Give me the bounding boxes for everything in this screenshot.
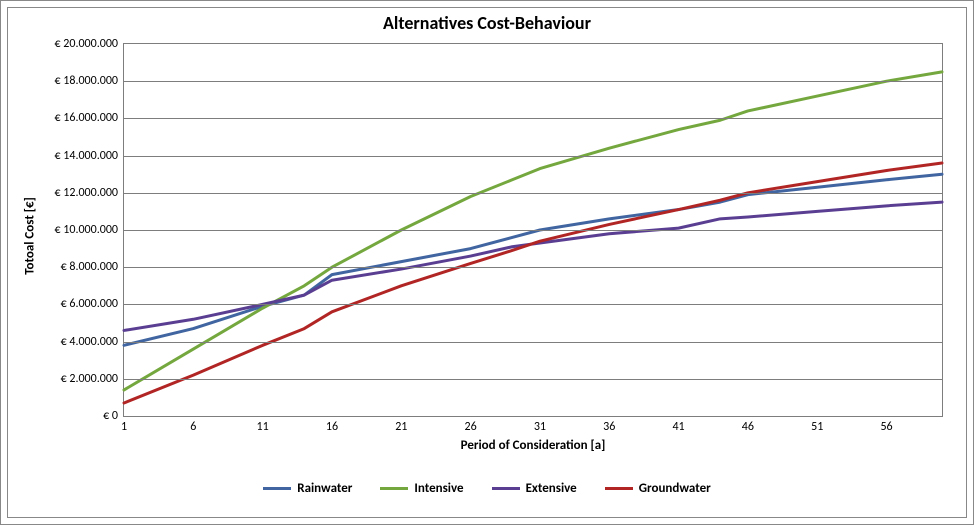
y-tick-label: € 16.000.000: [54, 111, 124, 125]
y-tick-label: € 10.000.000: [54, 223, 124, 237]
x-tick-label: 21: [395, 416, 407, 434]
x-tick-label: 31: [534, 416, 546, 434]
chart-title: Alternatives Cost-Behaviour: [8, 12, 966, 34]
x-tick-label: 26: [465, 416, 477, 434]
grid-line: [124, 267, 942, 268]
legend-item-rainwater: Rainwater: [263, 481, 352, 496]
y-tick-label: € 4.000.000: [61, 335, 124, 349]
legend-item-intensive: Intensive: [380, 481, 463, 496]
y-tick-label: € 18.000.000: [54, 74, 124, 88]
grid-line: [124, 156, 942, 157]
grid-line: [124, 342, 942, 343]
grid-line: [124, 304, 942, 305]
y-tick-label: € 6.000.000: [61, 297, 124, 311]
y-tick-label: € 14.000.000: [54, 149, 124, 163]
legend-label: Extensive: [526, 481, 577, 496]
legend-label: Groundwater: [639, 481, 711, 496]
legend-swatch: [492, 487, 520, 490]
y-tick-label: € 12.000.000: [54, 186, 124, 200]
legend-item-groundwater: Groundwater: [605, 481, 711, 496]
legend-item-extensive: Extensive: [492, 481, 577, 496]
x-tick-label: 16: [326, 416, 338, 434]
series-line-groundwater: [124, 163, 942, 403]
y-tick-label: € 20.000.000: [54, 37, 124, 51]
x-tick-label: 6: [190, 416, 196, 434]
x-tick-label: 11: [257, 416, 269, 434]
grid-line: [124, 118, 942, 119]
x-tick-label: 36: [603, 416, 615, 434]
legend: Rainwater Intensive Extensive Groundwater: [8, 481, 966, 496]
x-tick-label: 41: [672, 416, 684, 434]
x-tick-label: 51: [811, 416, 823, 434]
legend-label: Intensive: [414, 481, 463, 496]
x-tick-label: 46: [742, 416, 754, 434]
y-tick-label: € 2.000.000: [61, 372, 124, 386]
legend-swatch: [263, 487, 291, 490]
grid-line: [124, 193, 942, 194]
legend-swatch: [605, 487, 633, 490]
y-tick-label: € 8.000.000: [61, 260, 124, 274]
chart-outer-frame: Alternatives Cost-Behaviour Totoal Cost …: [0, 0, 974, 525]
grid-line: [124, 230, 942, 231]
x-tick-label: 1: [121, 416, 127, 434]
chart-inner-frame: Alternatives Cost-Behaviour Totoal Cost …: [7, 7, 967, 518]
grid-line: [124, 81, 942, 82]
plot-area: Period of Consideration [a] € 0€ 2.000.0…: [123, 43, 943, 417]
legend-swatch: [380, 487, 408, 490]
series-line-rainwater: [124, 174, 942, 345]
y-axis-title: Totoal Cost [€]: [23, 197, 38, 275]
x-axis-title: Period of Consideration [a]: [124, 438, 942, 453]
legend-label: Rainwater: [297, 481, 352, 496]
grid-line: [124, 379, 942, 380]
x-tick-label: 56: [880, 416, 892, 434]
